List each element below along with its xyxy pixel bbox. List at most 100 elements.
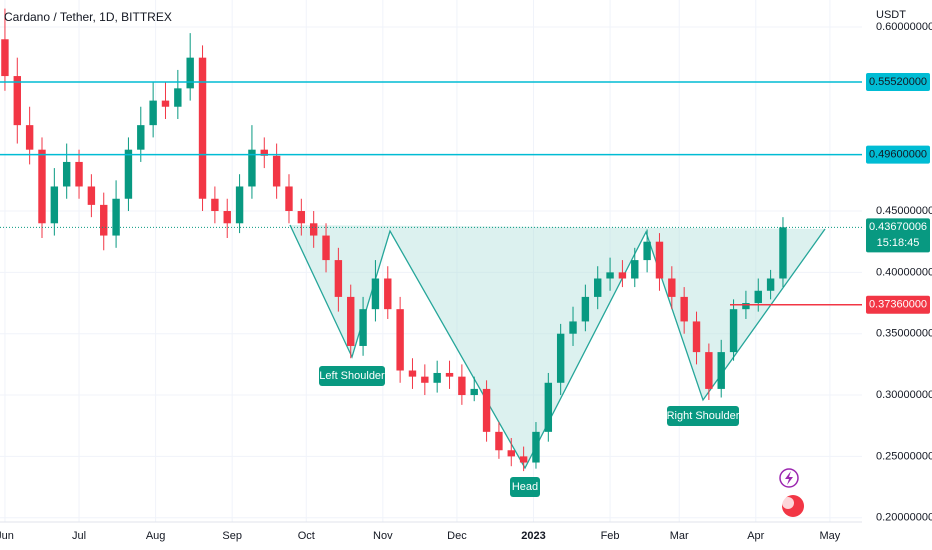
candle-body — [124, 149, 133, 199]
candle-body — [62, 161, 71, 187]
candle-body — [779, 227, 787, 279]
candle-body — [396, 309, 404, 371]
candle-body — [692, 321, 701, 353]
x-tick-label: Sep — [222, 530, 242, 542]
level-tag — [866, 295, 930, 314]
candle-body — [766, 278, 775, 291]
candle-body — [211, 198, 219, 212]
candle-body — [729, 309, 738, 353]
candle-body — [606, 272, 614, 279]
candle-body — [519, 456, 528, 463]
candle-body — [433, 372, 441, 383]
annotation-tag — [510, 477, 540, 497]
candle-body — [100, 204, 108, 236]
candle-body — [87, 186, 96, 205]
level-label: 0.49600000 — [869, 148, 927, 160]
x-tick-label: Oct — [298, 530, 315, 542]
x-tick-label: Dec — [447, 530, 467, 542]
candle-body — [198, 57, 207, 199]
candle-body — [581, 296, 590, 322]
candle-body — [260, 149, 268, 156]
annotation-tag — [667, 406, 739, 426]
current-price-tag — [866, 218, 930, 253]
candle-body — [248, 149, 256, 187]
candle-body — [458, 376, 466, 396]
x-tick-label: Feb — [601, 530, 620, 542]
candle-body — [161, 100, 170, 107]
candle-body — [359, 309, 367, 346]
candle-body — [408, 370, 417, 377]
y-tick-label: 0.40000000 — [876, 266, 932, 278]
candle-body — [347, 296, 355, 346]
annotation-label: Right Shoulder — [667, 410, 740, 422]
candle-body — [174, 88, 182, 107]
candle-body — [569, 321, 577, 334]
annotation-label: Left Shoulder — [319, 370, 385, 382]
candle-body — [297, 211, 306, 224]
candle-body — [13, 76, 21, 126]
level-tag — [866, 145, 930, 164]
candle-body — [272, 155, 281, 187]
candles — [1, 8, 787, 472]
candle-body — [75, 161, 83, 187]
candle-body — [149, 100, 157, 126]
candle-body — [50, 186, 59, 224]
candle-body — [309, 223, 318, 236]
candle-body — [445, 372, 454, 377]
candle-body — [594, 278, 602, 297]
candle-body — [112, 198, 120, 236]
x-tick-label: Aug — [146, 530, 166, 542]
candle-body — [223, 211, 231, 224]
candle-body — [631, 260, 639, 279]
candle-body — [680, 296, 688, 322]
x-tick-label: Mar — [670, 530, 689, 542]
axis-labels: 0.20000000 0.25000000 0.30000000 0.35000000… — [0, 21, 932, 542]
candle-body — [1, 39, 9, 77]
candle-body — [371, 278, 380, 310]
candle-body — [507, 450, 515, 457]
y-tick-label: 0.60000000 — [876, 21, 932, 33]
candle-body — [322, 235, 330, 261]
candle-body — [470, 388, 478, 396]
x-tick-label: May — [820, 530, 841, 542]
candle-body — [495, 431, 503, 451]
candle-body — [717, 352, 725, 389]
y-tick-label: 0.35000000 — [876, 328, 932, 340]
candle-body — [38, 149, 46, 224]
candle-body — [643, 241, 651, 261]
candle-body — [532, 431, 540, 463]
candle-body — [556, 333, 565, 383]
level-tag — [866, 72, 930, 91]
countdown-label: 15:18:45 — [877, 237, 920, 249]
pattern-line — [289, 224, 826, 470]
candle-body — [544, 382, 553, 432]
y-tick-label: 0.20000000 — [876, 512, 932, 524]
candle-body — [384, 278, 392, 310]
candle-body — [235, 186, 244, 224]
overlay: Left Shoulder Head Right Shoulder — [0, 81, 862, 497]
candle-body — [742, 303, 750, 310]
candle-body — [421, 376, 429, 383]
current-price-label: 0.43670006 — [869, 221, 927, 233]
x-tick-label: Apr — [747, 530, 764, 542]
x-tick-label: Jun — [0, 530, 14, 542]
event-glyph — [782, 497, 794, 509]
candle-body — [25, 125, 34, 150]
price-axis — [862, 0, 932, 550]
y-tick-label: 0.25000000 — [876, 450, 932, 462]
level-label: 0.37360000 — [869, 299, 927, 311]
y-tick-label: 0.45000000 — [876, 205, 932, 217]
x-tick-label: Jul — [72, 530, 86, 542]
y-tick-label: 0.30000000 — [876, 389, 932, 401]
candle-body — [754, 290, 762, 304]
level-label: 0.55520000 — [869, 76, 927, 88]
candle-body — [618, 272, 627, 279]
x-tick-label: Nov — [373, 530, 393, 542]
flash-glyph — [785, 471, 793, 485]
chart-title: Cardano / Tether, 1D, BITTREX — [4, 10, 172, 24]
candle-body — [334, 260, 343, 297]
x-tick-label: 2023 — [521, 530, 545, 542]
candle-body — [668, 278, 676, 297]
candle-body — [137, 125, 145, 150]
